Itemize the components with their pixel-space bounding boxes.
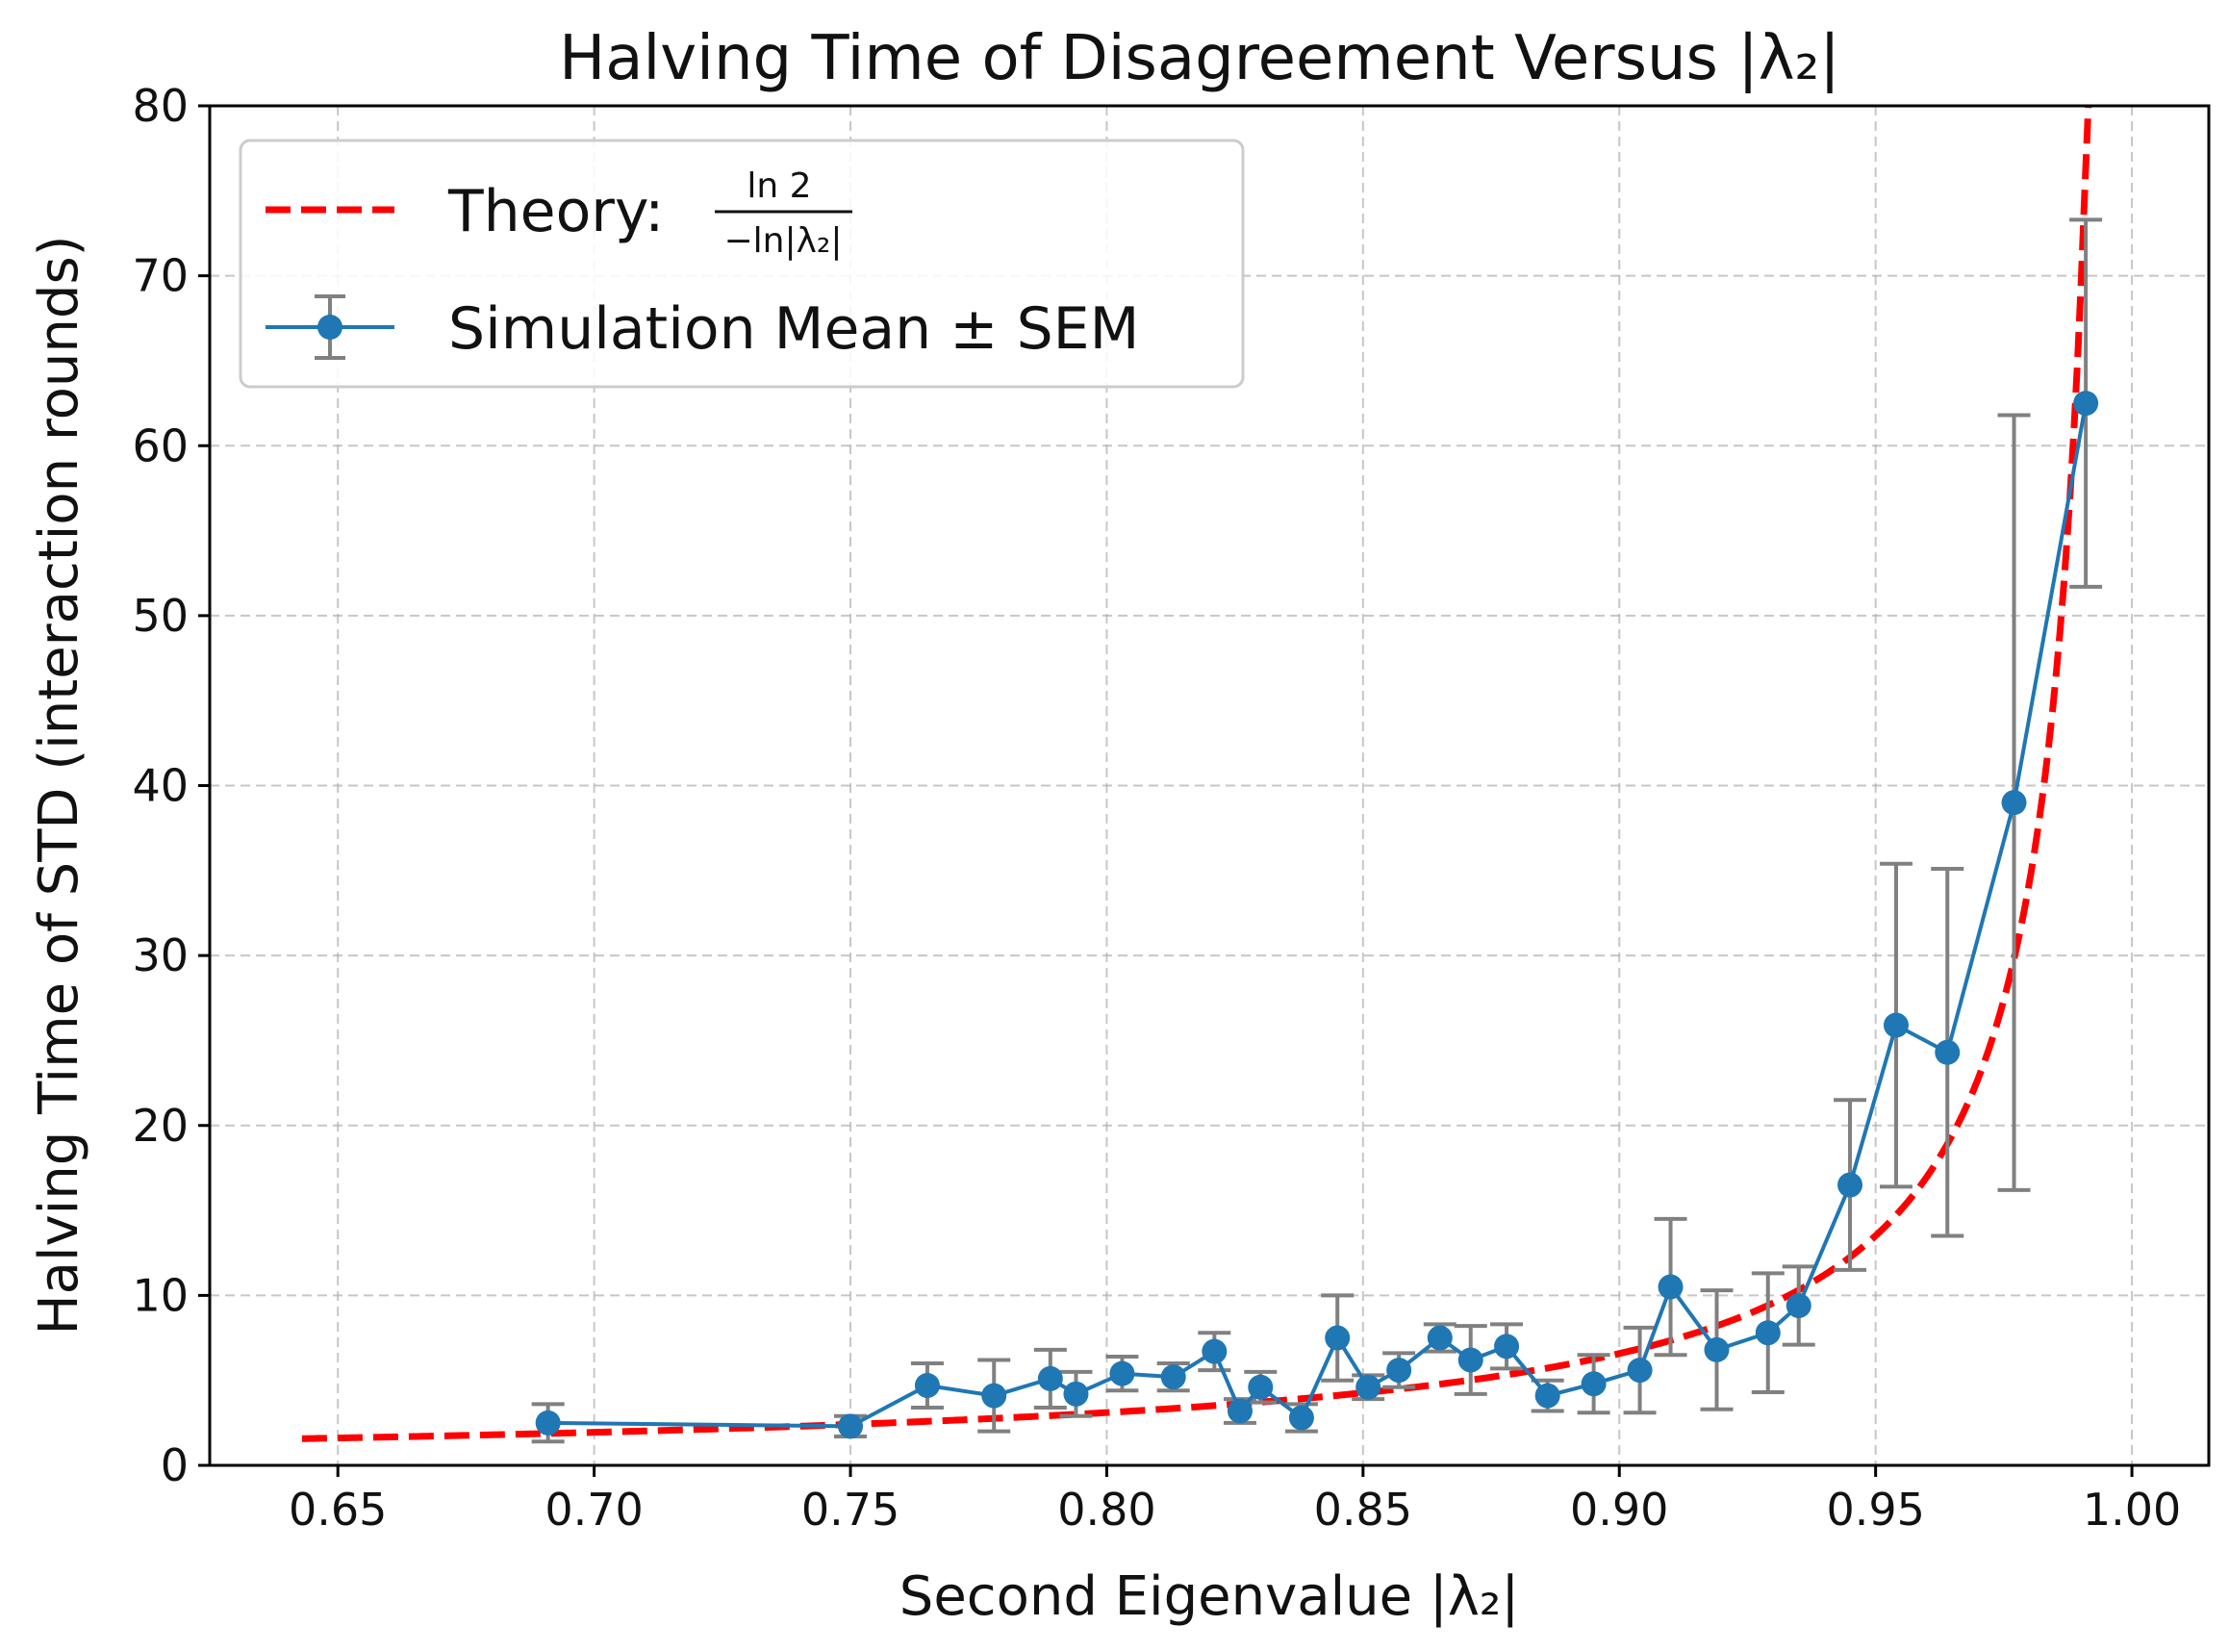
simulation-point	[1581, 1371, 1607, 1397]
simulation-point	[1109, 1360, 1135, 1386]
simulation-point	[2001, 790, 2027, 816]
x-ticks: 0.65 0.70 0.75 0.80 0.85 0.90 0.95 1.00	[289, 1465, 2181, 1536]
theory-layer	[301, 105, 2092, 1442]
legend-box	[239, 139, 1245, 389]
simulation-point	[1288, 1405, 1314, 1431]
simulation-point	[1248, 1374, 1274, 1400]
simulation-point	[2073, 391, 2099, 417]
simulation-point	[1325, 1325, 1351, 1351]
legend-simulation-label: Simulation Mean ± SEM	[448, 295, 1139, 363]
legend-theory-denominator: −ln|λ₂|	[724, 221, 843, 261]
simulation-point	[1494, 1334, 1520, 1360]
y-ticks: 0 10 20 30 40 50 60 70 80	[132, 80, 210, 1491]
legend-sim-marker	[317, 315, 342, 340]
x-tick-label: 0.95	[1826, 1484, 1924, 1536]
y-axis-label: Halving Time of STD (interaction rounds)	[28, 236, 90, 1335]
simulation-point	[914, 1372, 940, 1398]
x-tick-label: 0.90	[1570, 1484, 1668, 1536]
y-tick-label: 40	[132, 760, 189, 812]
simulation-point	[1883, 1012, 1909, 1038]
legend: Theory: ln 2 −ln|λ₂| Simulation Mean ± S…	[239, 139, 1245, 389]
x-tick-label: 0.85	[1314, 1484, 1412, 1536]
series-layer	[535, 391, 2099, 1439]
simulation-point	[1457, 1347, 1483, 1373]
legend-theory-numerator: ln 2	[747, 166, 811, 206]
simulation-point	[1355, 1374, 1381, 1400]
theory-curve	[301, 105, 2092, 1442]
x-tick-label: 0.70	[545, 1484, 643, 1536]
simulation-point	[1227, 1398, 1253, 1424]
x-tick-label: 0.75	[801, 1484, 899, 1536]
simulation-point	[1658, 1274, 1684, 1300]
x-tick-label: 1.00	[2083, 1484, 2181, 1536]
y-tick-label: 0	[161, 1439, 189, 1491]
simulation-point	[1037, 1365, 1063, 1391]
simulation-point	[1837, 1172, 1863, 1198]
y-tick-label: 60	[132, 419, 189, 471]
simulation-point	[1786, 1292, 1811, 1318]
simulation-point	[1627, 1358, 1653, 1384]
simulation-point	[535, 1410, 561, 1436]
chart-title: Halving Time of Disagreement Versus |λ₂|	[559, 23, 1840, 94]
y-tick-label: 20	[132, 1100, 189, 1152]
simulation-point	[838, 1413, 864, 1439]
x-tick-label: 0.80	[1057, 1484, 1155, 1536]
simulation-point	[1755, 1320, 1781, 1346]
simulation-point	[1427, 1325, 1453, 1351]
simulation-point	[1386, 1358, 1412, 1384]
y-tick-label: 50	[132, 590, 189, 642]
y-tick-label: 80	[132, 80, 189, 132]
simulation-point	[1063, 1381, 1089, 1407]
x-axis-label: Second Eigenvalue |λ₂|	[899, 1565, 1519, 1628]
y-tick-label: 30	[132, 929, 189, 981]
simulation-point	[1534, 1383, 1560, 1409]
legend-theory-label: Theory:	[447, 178, 664, 245]
simulation-point	[981, 1383, 1007, 1409]
simulation-point	[1160, 1364, 1186, 1390]
x-tick-label: 0.65	[289, 1484, 387, 1536]
simulation-point	[1202, 1338, 1228, 1364]
y-tick-label: 70	[132, 250, 189, 302]
y-tick-label: 10	[132, 1269, 189, 1321]
simulation-point	[1704, 1336, 1730, 1362]
simulation-point	[1935, 1039, 1961, 1065]
